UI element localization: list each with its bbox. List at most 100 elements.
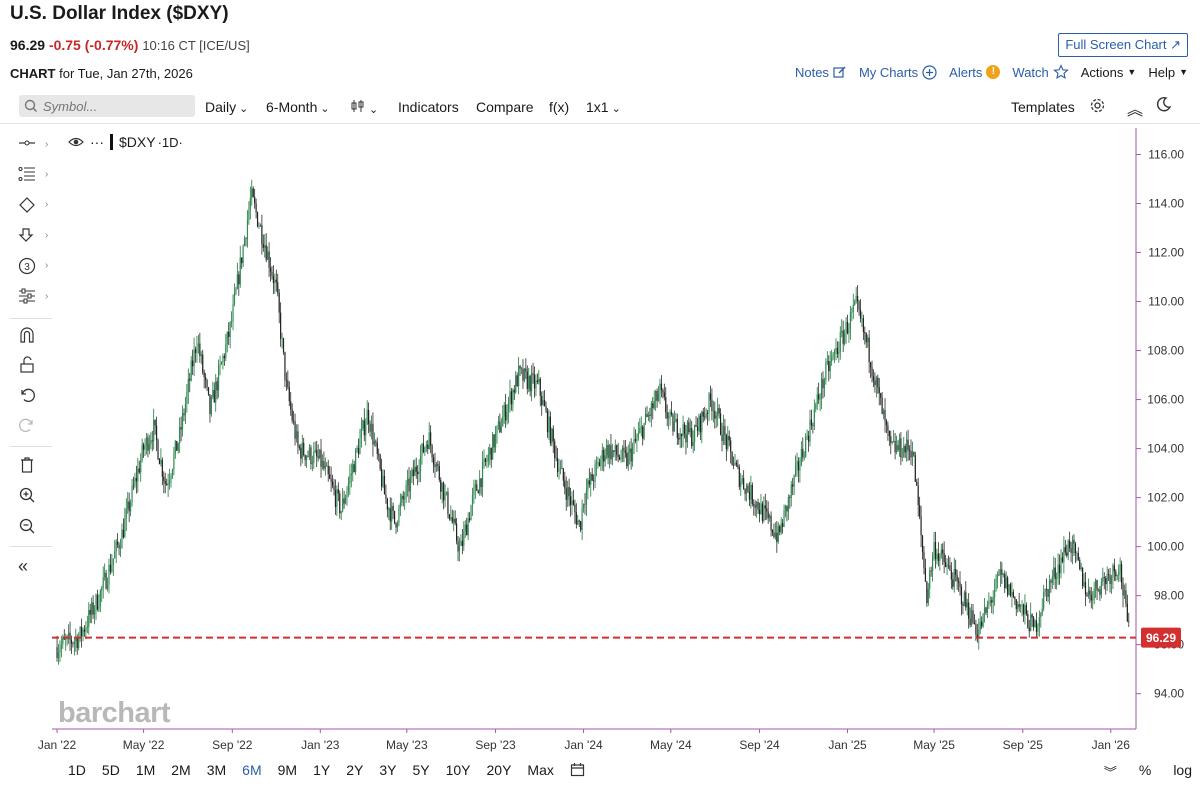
candle-body xyxy=(1028,627,1030,632)
fibonacci-tool-icon[interactable]: › xyxy=(18,166,48,188)
candle-body xyxy=(802,448,804,458)
chart-legend: ··· $DXY ·1D· xyxy=(68,134,183,150)
fx-button[interactable]: f(x) xyxy=(549,99,570,115)
notes-link[interactable]: Notes xyxy=(795,65,847,80)
unlock-icon[interactable] xyxy=(18,356,48,378)
undo-icon[interactable] xyxy=(18,386,48,408)
candle-body xyxy=(445,492,448,493)
magnet-icon[interactable] xyxy=(18,326,48,348)
settings-gear-icon[interactable] xyxy=(1089,97,1106,117)
range-9m[interactable]: 9M xyxy=(277,762,298,778)
range-2m[interactable]: 2M xyxy=(171,762,191,778)
compare-button[interactable]: Compare xyxy=(476,99,534,115)
candle-body xyxy=(910,450,912,458)
candle-body xyxy=(818,394,820,400)
range-5d[interactable]: 5D xyxy=(101,762,120,778)
candle-body xyxy=(750,484,752,500)
collapse-up-icon[interactable]: ︽ xyxy=(1127,102,1144,119)
candle-body xyxy=(859,309,862,319)
candle-body xyxy=(474,484,476,488)
percent-scale-toggle[interactable]: % xyxy=(1138,762,1152,778)
range-1d[interactable]: 1D xyxy=(68,762,86,778)
symbol-input[interactable] xyxy=(41,97,185,115)
range-3y[interactable]: 3Y xyxy=(379,762,397,778)
candle-body xyxy=(712,410,714,412)
candle-body xyxy=(458,545,461,552)
candle-body xyxy=(1034,620,1036,628)
watch-link[interactable]: Watch xyxy=(1012,64,1069,80)
candle-body xyxy=(486,461,488,462)
range-6m[interactable]: 6M xyxy=(242,762,262,778)
candle-body xyxy=(503,404,505,417)
range-max[interactable]: Max xyxy=(527,762,554,778)
candle-body xyxy=(140,460,142,473)
candle-body xyxy=(711,399,713,411)
calendar-icon[interactable] xyxy=(562,762,593,780)
candle-body xyxy=(60,644,62,650)
candle-body xyxy=(437,463,439,466)
line-tool-icon[interactable]: › xyxy=(18,136,48,158)
candle-body xyxy=(242,245,244,264)
candle-body xyxy=(401,495,403,503)
candle-body xyxy=(199,343,201,356)
templates-button[interactable]: Templates xyxy=(1011,99,1075,115)
range-2y[interactable]: 2Y xyxy=(346,762,364,778)
x-tick-label: Sep '25 xyxy=(1003,738,1044,752)
count-tool-icon[interactable]: 3 › xyxy=(18,257,48,279)
range-5y[interactable]: 5Y xyxy=(412,762,430,778)
period-select[interactable]: 6-Month xyxy=(266,99,330,115)
y-tick-label: 106.00 xyxy=(1147,393,1184,407)
actions-menu[interactable]: Actions ▼ xyxy=(1081,65,1137,80)
interval-select[interactable]: Daily xyxy=(205,99,248,115)
candle-body xyxy=(725,435,727,450)
candle-body xyxy=(968,602,970,619)
trash-icon[interactable] xyxy=(18,456,48,478)
candle-body xyxy=(595,462,598,465)
arrow-tool-icon[interactable]: › xyxy=(18,227,48,249)
candle-body xyxy=(80,626,83,637)
candle-body xyxy=(82,629,84,637)
candle-body xyxy=(633,439,635,447)
candle-body xyxy=(852,304,854,312)
zoom-out-icon[interactable] xyxy=(18,517,48,539)
indicators-button[interactable]: Indicators xyxy=(398,99,459,115)
log-scale-toggle[interactable]: log xyxy=(1173,762,1192,778)
candle-body xyxy=(679,433,681,440)
range-20y[interactable]: 20Y xyxy=(486,762,512,778)
my-charts-link[interactable]: My Charts xyxy=(859,65,937,80)
range-3m[interactable]: 3M xyxy=(206,762,227,778)
candle-body xyxy=(937,553,939,561)
range-10y[interactable]: 10Y xyxy=(445,762,471,778)
candle-body xyxy=(161,459,163,477)
candle-body xyxy=(228,331,230,337)
layout-select[interactable]: 1x1 xyxy=(586,99,621,115)
collapse-left-icon[interactable]: « xyxy=(18,556,29,576)
candle-body xyxy=(1022,604,1025,615)
candle-body xyxy=(170,475,172,481)
top-links: Notes My Charts Alerts ! Watch Actions ▼… xyxy=(795,64,1188,80)
candle-body xyxy=(1002,573,1004,575)
chart-type-select[interactable]: ⌄ xyxy=(350,99,378,116)
eye-icon[interactable] xyxy=(68,136,84,148)
full-screen-button[interactable]: Full Screen Chart ↗ xyxy=(1058,33,1188,57)
shape-tool-icon[interactable]: › xyxy=(18,196,48,218)
candle-body xyxy=(396,523,399,528)
dark-mode-moon-icon[interactable] xyxy=(1155,96,1172,116)
redo-icon[interactable] xyxy=(18,416,48,438)
range-1m[interactable]: 1M xyxy=(135,762,156,778)
candle-body xyxy=(738,467,740,487)
measure-tool-icon[interactable]: › xyxy=(18,288,48,310)
alerts-link[interactable]: Alerts ! xyxy=(949,65,1001,80)
range-1y[interactable]: 1Y xyxy=(313,762,331,778)
symbol-search[interactable] xyxy=(19,95,195,117)
candle-body xyxy=(333,485,335,491)
help-menu[interactable]: Help ▼ xyxy=(1148,65,1188,80)
candle-body xyxy=(920,516,922,536)
candle-body xyxy=(942,549,944,554)
more-dots-icon[interactable]: ··· xyxy=(90,134,104,150)
candle-body xyxy=(854,300,856,305)
zoom-in-icon[interactable] xyxy=(18,486,48,508)
candle-body xyxy=(613,450,615,452)
collapse-down-icon[interactable]: ︾ xyxy=(1103,765,1117,780)
